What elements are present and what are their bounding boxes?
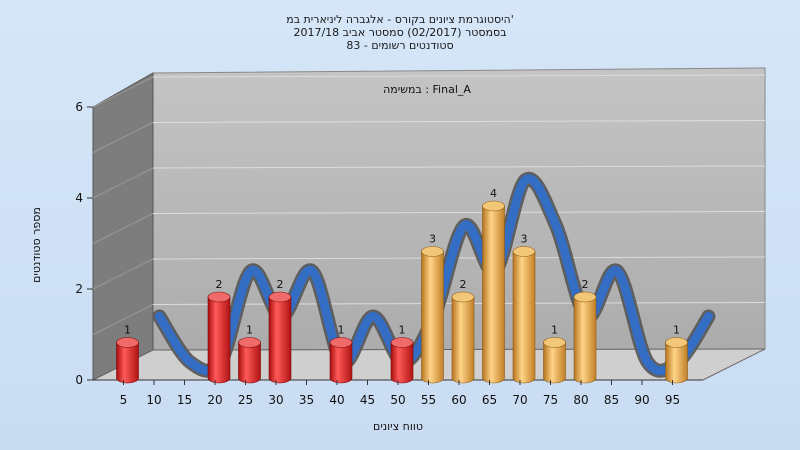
- x-tick-label: 65: [482, 393, 497, 407]
- bar-value-label: 3: [429, 233, 436, 246]
- gridline-side: [92, 167, 154, 199]
- bar-body: [238, 342, 261, 384]
- bar-value-label: 2: [216, 278, 223, 291]
- bar-top: [451, 291, 475, 303]
- bar-top: [573, 291, 597, 303]
- bar-top: [116, 337, 139, 348]
- bar: 1: [390, 324, 414, 384]
- bar-value-label: 1: [246, 324, 253, 337]
- bar-top: [421, 246, 444, 257]
- gridlines: [92, 74, 766, 335]
- bar-value-label: 1: [338, 324, 345, 337]
- bar: 2: [207, 278, 231, 384]
- task-annotation: במשימה : Final_A: [383, 83, 471, 96]
- bar: 1: [329, 324, 353, 384]
- x-tick-label: 60: [451, 393, 466, 407]
- y-axis-ticks: 0 2 4 6: [75, 100, 93, 387]
- bar: 1: [665, 324, 688, 384]
- gridline-side: [92, 304, 154, 335]
- bar-body: [451, 296, 475, 384]
- y-axis-title: מספר סטודנטים: [30, 207, 43, 283]
- x-axis-ticks: 5 10 15 20 25 30 35 40 45 50 55 60 65 70 75 80 85 90 95: [120, 380, 680, 407]
- bar-body: [665, 342, 688, 384]
- x-tick-label: 5: [120, 393, 128, 407]
- x-tick-label: 20: [207, 393, 222, 407]
- x-tick-label: 70: [512, 393, 527, 407]
- x-axis-title: טווח ציונים: [373, 420, 423, 433]
- bar-top: [543, 337, 566, 348]
- bar-body: [116, 342, 139, 384]
- x-tick-label: 15: [177, 393, 192, 407]
- bar-value-label: 1: [551, 324, 558, 337]
- bar: 2: [573, 278, 597, 384]
- gridline-back: [152, 211, 766, 214]
- x-tick-label: 50: [390, 393, 405, 407]
- bar: 1: [238, 324, 261, 384]
- bar-value-label: 1: [673, 324, 680, 337]
- bar-top: [238, 337, 261, 348]
- x-tick-label: 80: [573, 393, 588, 407]
- bar-value-label: 2: [582, 278, 589, 291]
- x-tick-label: 55: [421, 393, 436, 407]
- gridline-side: [92, 258, 154, 290]
- chart-title: היסטוגרמת ציונים בקורס - אלגברה ליניארית…: [286, 13, 514, 52]
- bar-body: [543, 342, 566, 384]
- x-tick-label: 10: [146, 393, 161, 407]
- x-tick-label: 95: [665, 393, 680, 407]
- title-line-2: בסמסטר (02/2017) סמסטר אביב 2017/18: [293, 26, 506, 39]
- bar-value-label: 2: [460, 278, 467, 291]
- side-wall: [92, 72, 154, 381]
- title-line-1: היסטוגרמת ציונים בקורס - אלגברה ליניארית…: [286, 13, 514, 26]
- bar-body: [268, 296, 292, 384]
- x-tick-label: 75: [543, 393, 558, 407]
- gridline-back: [152, 74, 766, 78]
- x-tick-label: 85: [604, 393, 619, 407]
- x-tick-label: 40: [329, 393, 344, 407]
- bar-value-label: 1: [399, 324, 406, 337]
- bar-top: [512, 246, 536, 257]
- bar: 4: [482, 187, 505, 384]
- bar-top: [329, 337, 353, 348]
- y-tick-label: 0: [75, 373, 83, 387]
- bar-body: [512, 251, 536, 384]
- bar-top: [207, 291, 231, 303]
- bar-top: [268, 291, 292, 303]
- x-tick-label: 30: [268, 393, 283, 407]
- bar: 2: [268, 278, 292, 384]
- bar: 3: [512, 233, 536, 384]
- bar-value-label: 1: [124, 324, 131, 337]
- y-tick-label: 2: [75, 282, 83, 296]
- bar-body: [573, 296, 597, 384]
- bar-value-label: 2: [277, 278, 284, 291]
- title-line-3: סטודנטים רשומים - 83: [346, 39, 453, 52]
- bar: 3: [421, 233, 444, 384]
- bar-body: [482, 205, 505, 384]
- gridline-back: [152, 165, 766, 169]
- gridline-back: [152, 256, 766, 260]
- x-tick-label: 90: [634, 393, 649, 407]
- gridline-side: [92, 122, 154, 153]
- bar-body: [421, 251, 444, 384]
- x-tick-label: 25: [238, 393, 253, 407]
- bar-top: [482, 200, 505, 212]
- bar-body: [207, 296, 231, 384]
- gridline-side: [92, 213, 154, 244]
- bar: 2: [451, 278, 475, 384]
- x-tick-label: 35: [299, 393, 314, 407]
- bar-value-label: 4: [490, 187, 497, 200]
- bar-top: [390, 337, 414, 348]
- gridline-side: [92, 76, 154, 108]
- bar-value-label: 3: [521, 233, 528, 246]
- y-tick-label: 6: [75, 100, 83, 114]
- bars: 1 2 1 2 1 1 3 2 4 3 1 2 1: [116, 187, 688, 384]
- bar-body: [390, 342, 414, 384]
- gridline-back: [152, 120, 766, 123]
- bar: 1: [116, 324, 139, 384]
- bar-top: [665, 337, 688, 348]
- bar-body: [329, 342, 353, 384]
- bar: 1: [543, 324, 566, 384]
- x-tick-label: 45: [360, 393, 375, 407]
- y-tick-label: 4: [75, 191, 83, 205]
